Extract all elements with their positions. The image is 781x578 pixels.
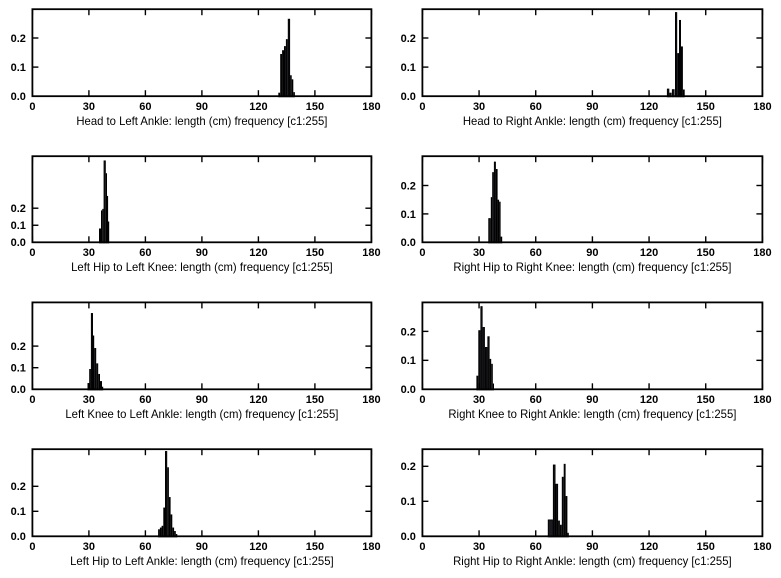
svg-text:60: 60	[530, 101, 542, 113]
svg-text:30: 30	[83, 247, 95, 259]
svg-text:0.2: 0.2	[401, 326, 416, 338]
svg-text:0.2: 0.2	[11, 481, 26, 493]
svg-text:120: 120	[249, 101, 267, 113]
svg-text:30: 30	[83, 394, 95, 406]
svg-text:30: 30	[83, 101, 95, 113]
svg-text:0.2: 0.2	[401, 180, 416, 192]
svg-text:0.0: 0.0	[11, 384, 26, 396]
svg-text:Left Knee to Left Ankle: lengt: Left Knee to Left Ankle: length (cm) fre…	[65, 407, 338, 421]
svg-text:90: 90	[196, 541, 208, 553]
svg-text:60: 60	[530, 247, 542, 259]
svg-text:60: 60	[139, 394, 151, 406]
svg-text:0.1: 0.1	[401, 209, 416, 221]
svg-text:0.0: 0.0	[401, 531, 416, 543]
svg-text:150: 150	[697, 541, 715, 553]
svg-text:150: 150	[697, 101, 715, 113]
svg-text:0.1: 0.1	[11, 220, 26, 232]
svg-text:120: 120	[640, 541, 658, 553]
svg-text:120: 120	[249, 247, 267, 259]
svg-text:30: 30	[473, 394, 485, 406]
svg-text:Right Knee to Right Ankle: len: Right Knee to Right Ankle: length (cm) f…	[448, 407, 736, 421]
svg-text:30: 30	[473, 101, 485, 113]
svg-text:0.0: 0.0	[11, 237, 26, 249]
svg-text:90: 90	[586, 541, 598, 553]
svg-text:90: 90	[196, 101, 208, 113]
svg-text:60: 60	[139, 101, 151, 113]
svg-text:180: 180	[362, 394, 380, 406]
svg-text:0.0: 0.0	[401, 384, 416, 396]
svg-text:90: 90	[196, 394, 208, 406]
svg-text:0.1: 0.1	[401, 496, 416, 508]
svg-text:180: 180	[753, 541, 771, 553]
svg-text:0: 0	[29, 101, 35, 113]
svg-text:0.0: 0.0	[11, 531, 26, 543]
svg-text:0.1: 0.1	[11, 506, 26, 518]
svg-text:150: 150	[306, 394, 324, 406]
svg-text:90: 90	[586, 101, 598, 113]
svg-text:Left Hip to Left Ankle: length: Left Hip to Left Ankle: length (cm) freq…	[70, 554, 334, 568]
svg-text:Head to Right Ankle: length (c: Head to Right Ankle: length (cm) frequen…	[463, 114, 722, 128]
svg-text:30: 30	[83, 541, 95, 553]
svg-text:0.0: 0.0	[401, 237, 416, 249]
svg-text:0.2: 0.2	[401, 33, 416, 45]
svg-text:0.1: 0.1	[401, 355, 416, 367]
svg-text:Right Hip to Right Knee: lengt: Right Hip to Right Knee: length (cm) fre…	[453, 260, 731, 274]
svg-text:180: 180	[753, 101, 771, 113]
svg-text:0.0: 0.0	[11, 91, 26, 103]
svg-text:0: 0	[29, 394, 35, 406]
svg-text:Right Hip to Right Ankle: leng: Right Hip to Right Ankle: length (cm) fr…	[453, 554, 732, 568]
svg-text:90: 90	[586, 394, 598, 406]
svg-text:150: 150	[306, 247, 324, 259]
svg-text:0.2: 0.2	[11, 33, 26, 45]
svg-text:150: 150	[306, 101, 324, 113]
svg-text:120: 120	[249, 394, 267, 406]
svg-text:0.0: 0.0	[401, 91, 416, 103]
svg-text:120: 120	[640, 394, 658, 406]
svg-text:0: 0	[419, 101, 425, 113]
svg-text:Left Hip to Left Knee: length: Left Hip to Left Knee: length (cm) frequ…	[71, 260, 333, 274]
svg-text:0.2: 0.2	[11, 203, 26, 215]
svg-text:150: 150	[697, 394, 715, 406]
svg-text:60: 60	[530, 541, 542, 553]
svg-text:0.1: 0.1	[11, 62, 26, 74]
svg-text:Head to Left Ankle: length (cm: Head to Left Ankle: length (cm) frequenc…	[76, 114, 327, 128]
svg-text:0.2: 0.2	[11, 341, 26, 353]
svg-text:0.1: 0.1	[401, 62, 416, 74]
svg-text:180: 180	[362, 101, 380, 113]
svg-text:0: 0	[419, 394, 425, 406]
svg-text:60: 60	[530, 394, 542, 406]
svg-text:60: 60	[139, 247, 151, 259]
svg-text:150: 150	[306, 541, 324, 553]
svg-text:30: 30	[473, 541, 485, 553]
svg-text:90: 90	[586, 247, 598, 259]
svg-text:150: 150	[697, 247, 715, 259]
svg-text:180: 180	[362, 247, 380, 259]
svg-text:180: 180	[753, 247, 771, 259]
svg-text:120: 120	[640, 247, 658, 259]
svg-text:0: 0	[419, 541, 425, 553]
svg-text:0: 0	[419, 247, 425, 259]
svg-text:30: 30	[473, 247, 485, 259]
svg-text:120: 120	[249, 541, 267, 553]
svg-text:180: 180	[753, 394, 771, 406]
svg-text:0.2: 0.2	[401, 461, 416, 473]
svg-text:180: 180	[362, 541, 380, 553]
svg-text:0: 0	[29, 541, 35, 553]
svg-text:90: 90	[196, 247, 208, 259]
svg-text:0: 0	[29, 247, 35, 259]
svg-text:120: 120	[640, 101, 658, 113]
svg-text:0.1: 0.1	[11, 363, 26, 375]
svg-text:60: 60	[139, 541, 151, 553]
